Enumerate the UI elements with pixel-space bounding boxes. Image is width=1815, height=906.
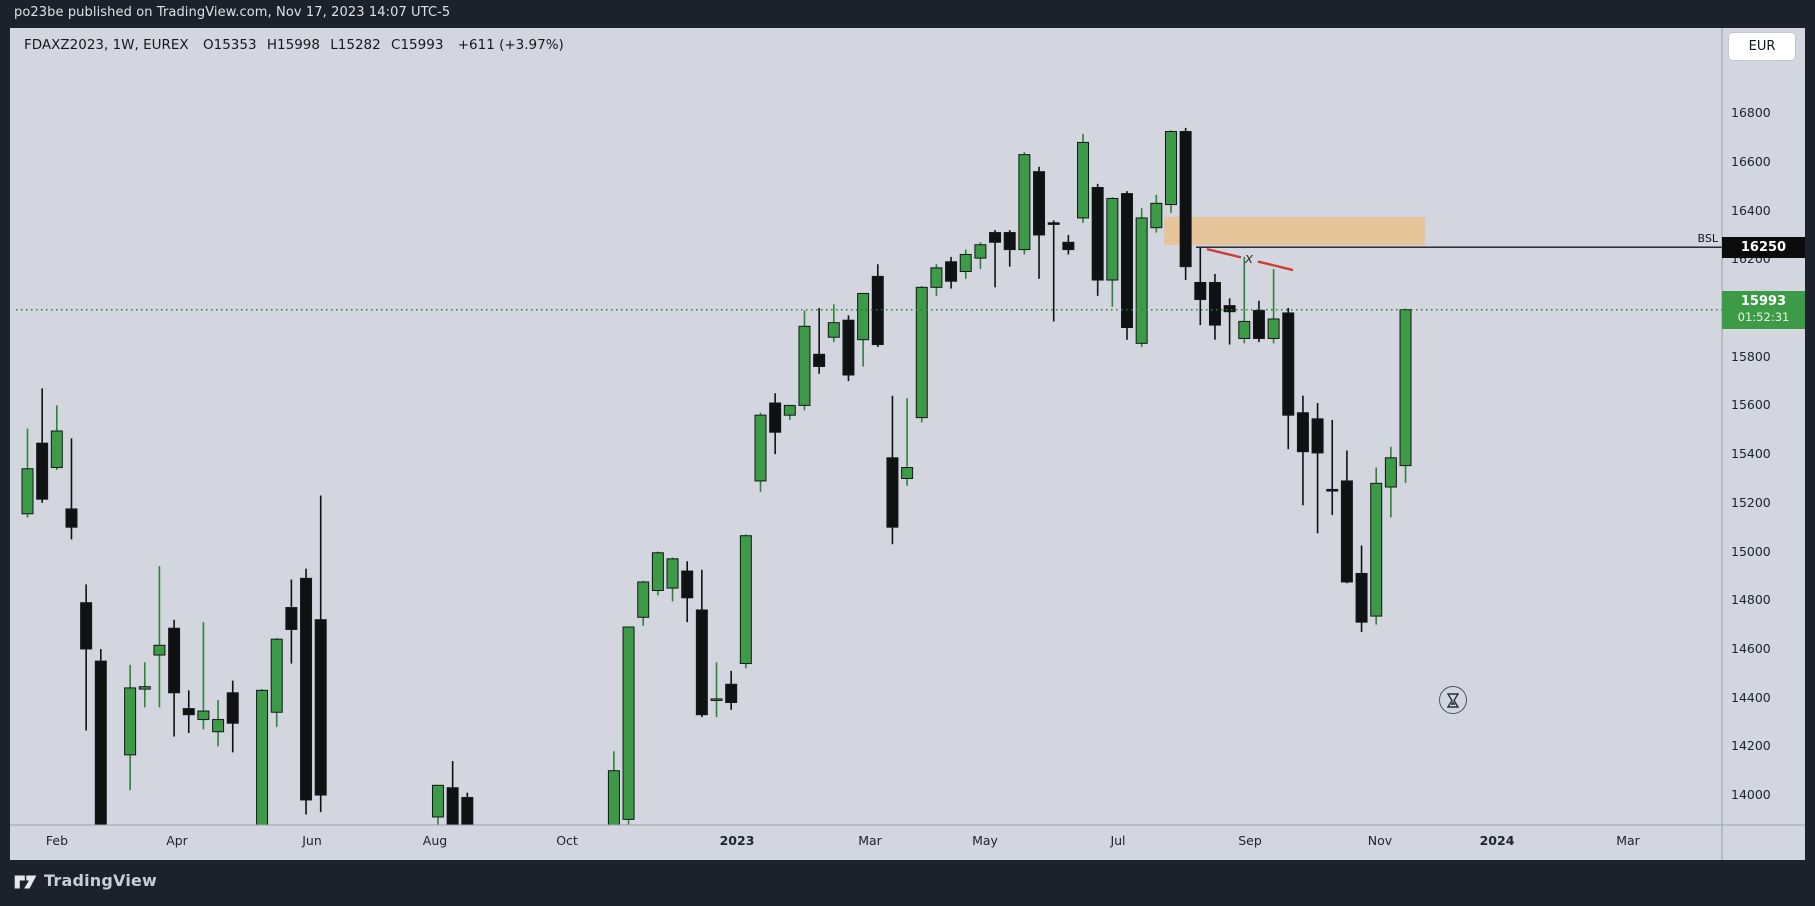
last-price-tag: 15993 01:52:31 [1722,290,1805,329]
time-tick: 2023 [719,833,755,848]
time-tick: Feb [45,833,69,848]
time-tick: Apr [166,833,188,848]
legend-change: +611 (+3.97%) [457,37,564,53]
legend-high: H15998 [266,37,320,53]
time-tick: Nov [1367,833,1393,848]
last-price-value: 15993 [1740,293,1787,309]
price-tick: 15000 [1731,543,1771,559]
tradingview-wordmark: TradingView [44,871,158,890]
price-tick: 16400 [1731,202,1771,218]
tradingview-logo-icon [14,875,37,889]
currency-button[interactable]: EUR [1729,33,1795,60]
time-tick: Mar [858,833,882,848]
legend-low: L15282 [330,37,381,53]
x-marker: x [1244,251,1254,268]
time-tick: Jul [1110,833,1126,848]
bar-countdown: 01:52:31 [1737,309,1790,324]
price-tick: 16800 [1731,105,1771,121]
price-tick: 14800 [1731,592,1771,608]
price-tick: 15600 [1731,397,1771,413]
time-tick: Mar [1616,833,1640,848]
attribution-text: po23be published on TradingView.com, Nov… [14,5,451,20]
price-tick: 15800 [1731,348,1771,364]
price-tick: 15400 [1731,446,1771,462]
symbol-legend: FDAXZ2023, 1W, EUREX O15353 H15998 L1528… [24,37,570,53]
hourglass-button[interactable] [1439,686,1467,714]
attribution-bar: po23be published on TradingView.com, Nov… [0,0,1815,28]
symbol-title: FDAXZ2023, 1W, EUREX [24,37,189,53]
time-tick: Jun [302,833,322,848]
time-tick: 2024 [1479,833,1515,848]
price-tick: 14000 [1731,787,1771,803]
time-tick: May [972,833,998,848]
price-tick: 14400 [1731,689,1771,705]
price-tick: 14200 [1731,738,1771,754]
legend-open: O15353 [202,37,257,53]
hourglass-icon [1447,692,1459,708]
time-tick: Oct [556,833,578,848]
price-tick: 15200 [1731,494,1771,510]
footer-bar: TradingView [0,860,1815,906]
time-tick: Aug [422,833,448,848]
bsl-label: BSL [1697,232,1718,245]
chart-panel[interactable] [10,28,1805,860]
price-tick: 14600 [1731,640,1771,656]
time-tick: Sep [1238,833,1262,848]
legend-close: C15993 [391,37,444,53]
bsl-price-tag: 16250 [1722,236,1805,258]
price-tick: 16600 [1731,153,1771,169]
